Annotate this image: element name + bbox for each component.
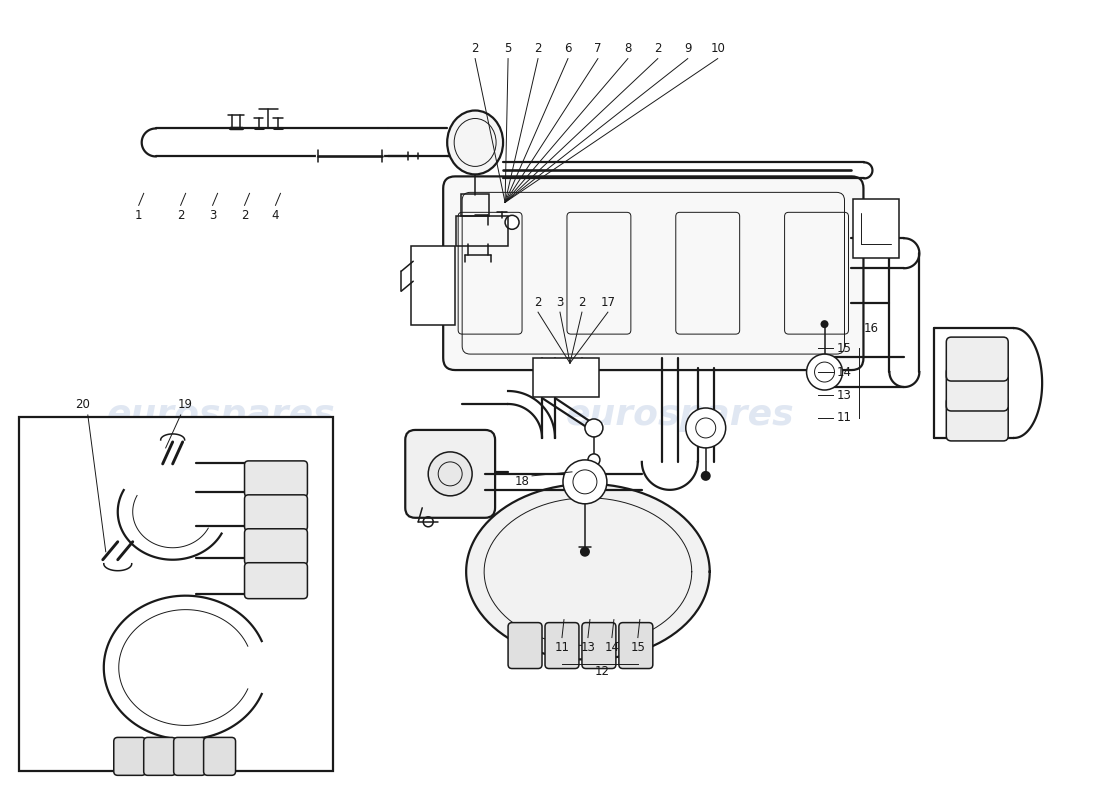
FancyBboxPatch shape bbox=[244, 461, 307, 497]
FancyBboxPatch shape bbox=[174, 738, 206, 775]
Text: 13: 13 bbox=[837, 389, 851, 402]
FancyBboxPatch shape bbox=[244, 562, 307, 598]
Circle shape bbox=[580, 546, 590, 557]
Text: 2: 2 bbox=[472, 42, 478, 55]
FancyBboxPatch shape bbox=[405, 430, 495, 518]
Text: 11: 11 bbox=[837, 411, 852, 425]
Text: 2: 2 bbox=[241, 209, 249, 222]
Text: 19: 19 bbox=[178, 398, 194, 411]
Bar bbox=[19, 417, 333, 771]
Text: 2: 2 bbox=[654, 42, 661, 55]
Text: 20: 20 bbox=[76, 398, 90, 411]
Text: eurospares: eurospares bbox=[107, 398, 334, 432]
FancyBboxPatch shape bbox=[244, 529, 307, 565]
Text: 14: 14 bbox=[837, 366, 852, 378]
Text: 17: 17 bbox=[601, 296, 615, 309]
FancyBboxPatch shape bbox=[113, 738, 145, 775]
Text: 9: 9 bbox=[684, 42, 692, 55]
Polygon shape bbox=[466, 484, 710, 659]
Text: 2: 2 bbox=[535, 42, 542, 55]
Text: 1: 1 bbox=[135, 209, 143, 222]
FancyBboxPatch shape bbox=[411, 246, 455, 325]
FancyBboxPatch shape bbox=[854, 199, 900, 258]
Text: 5: 5 bbox=[505, 42, 512, 55]
Text: 4: 4 bbox=[272, 209, 279, 222]
Text: 8: 8 bbox=[624, 42, 631, 55]
Circle shape bbox=[563, 460, 607, 504]
Text: 11: 11 bbox=[554, 641, 570, 654]
Text: 15: 15 bbox=[837, 342, 851, 354]
Text: 6: 6 bbox=[564, 42, 572, 55]
FancyBboxPatch shape bbox=[946, 367, 1009, 411]
Circle shape bbox=[585, 419, 603, 437]
Text: 2: 2 bbox=[579, 296, 585, 309]
Text: 18: 18 bbox=[515, 475, 529, 488]
FancyBboxPatch shape bbox=[443, 176, 864, 370]
FancyBboxPatch shape bbox=[508, 622, 542, 669]
Text: 12: 12 bbox=[594, 665, 609, 678]
FancyBboxPatch shape bbox=[582, 622, 616, 669]
Text: 3: 3 bbox=[209, 209, 217, 222]
Circle shape bbox=[821, 320, 828, 328]
Text: 15: 15 bbox=[630, 641, 646, 654]
Text: eurospares: eurospares bbox=[565, 398, 794, 432]
FancyBboxPatch shape bbox=[534, 358, 598, 397]
FancyBboxPatch shape bbox=[244, 495, 307, 530]
Text: 3: 3 bbox=[557, 296, 563, 309]
FancyBboxPatch shape bbox=[946, 337, 1009, 381]
FancyBboxPatch shape bbox=[946, 397, 1009, 441]
Circle shape bbox=[505, 215, 519, 230]
Text: 14: 14 bbox=[604, 641, 619, 654]
Circle shape bbox=[428, 452, 472, 496]
FancyBboxPatch shape bbox=[204, 738, 235, 775]
Ellipse shape bbox=[448, 110, 503, 174]
Circle shape bbox=[685, 408, 726, 448]
FancyBboxPatch shape bbox=[544, 622, 579, 669]
Text: 13: 13 bbox=[581, 641, 595, 654]
Circle shape bbox=[587, 454, 600, 466]
Text: 2: 2 bbox=[535, 296, 542, 309]
Text: 10: 10 bbox=[711, 42, 725, 55]
Text: 2: 2 bbox=[177, 209, 185, 222]
FancyBboxPatch shape bbox=[619, 622, 652, 669]
FancyBboxPatch shape bbox=[144, 738, 176, 775]
Text: 7: 7 bbox=[594, 42, 602, 55]
Circle shape bbox=[701, 471, 711, 481]
Circle shape bbox=[806, 354, 843, 390]
Text: 16: 16 bbox=[864, 322, 879, 334]
